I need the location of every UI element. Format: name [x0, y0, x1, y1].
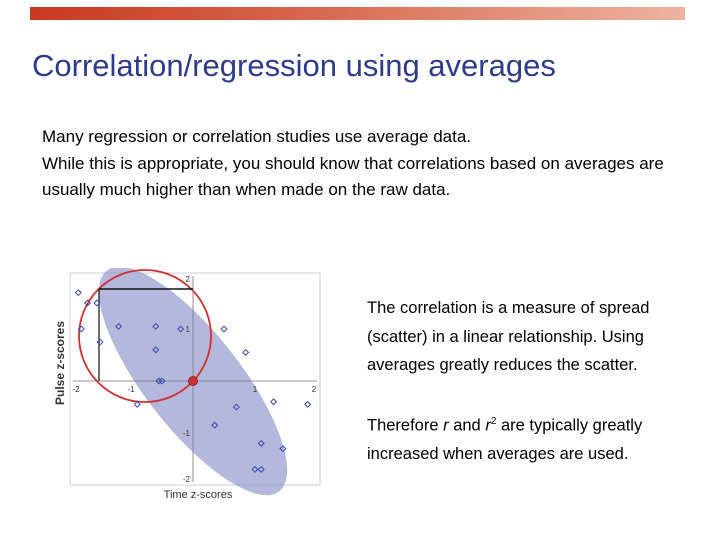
- data-point: [77, 325, 85, 333]
- data-point: [177, 325, 185, 333]
- para2-lead: Therefore: [367, 416, 444, 434]
- y-axis-label: Pulse z-scores: [55, 321, 67, 405]
- data-point: [84, 299, 92, 307]
- explanation-paragraph-1: The correlation is a measure of spread (…: [367, 299, 650, 374]
- data-point: [251, 465, 259, 473]
- data-point: [242, 348, 250, 356]
- para2-and: and: [448, 416, 486, 434]
- data-points: [74, 289, 312, 473]
- scatter-figure: -2 -1 1 2 2 1 -1 -2 Time z-scores Pulse z-score…: [55, 268, 325, 503]
- x-tick-label: 2: [312, 385, 317, 394]
- superscript-2: 2: [490, 415, 497, 427]
- data-point: [257, 465, 265, 473]
- y-tick-label: 2: [186, 275, 191, 284]
- symbol-r-squared: r: [485, 416, 491, 434]
- x-tick-label: -1: [127, 385, 135, 394]
- data-point: [115, 322, 123, 330]
- title-accent-bar: [30, 7, 685, 20]
- para2-rest: are typically greatly increased when ave…: [367, 416, 643, 463]
- x-axis-label: Time z-scores: [164, 489, 233, 501]
- y-tick-label: 1: [186, 325, 191, 334]
- slide-title: Correlation/regression using averages: [32, 48, 556, 83]
- scatter-plot: -2 -1 1 2 2 1 -1 -2 Time z-scores Pulse z-score…: [55, 268, 321, 501]
- intro-line-2: While this is appropriate, you should kn…: [42, 153, 664, 200]
- data-point: [93, 299, 101, 307]
- data-point: [152, 346, 160, 354]
- explanation-paragraph-2: Therefore r and r2 are typically greatly…: [367, 408, 697, 469]
- data-point: [152, 322, 160, 330]
- tick-labels: -2 -1 1 2 2 1 -1 -2: [72, 275, 316, 484]
- data-point: [158, 377, 166, 385]
- data-point: [304, 400, 312, 408]
- y-tick-label: -2: [183, 475, 191, 484]
- explanation-text: The correlation is a measure of spread (…: [367, 294, 697, 468]
- data-point: [270, 398, 278, 406]
- data-point: [96, 338, 104, 346]
- data-point: [232, 403, 240, 411]
- focus-circle: [78, 269, 212, 403]
- data-point: [279, 445, 287, 453]
- data-point: [211, 421, 219, 429]
- symbol-r: r: [443, 416, 449, 434]
- data-point: [74, 289, 82, 297]
- mean-point: [188, 376, 198, 386]
- y-tick-label: -1: [183, 429, 191, 438]
- data-point: [133, 400, 141, 408]
- intro-text: Many regression or correlation studies u…: [42, 124, 682, 204]
- x-tick-label: 1: [253, 385, 258, 394]
- data-point: [257, 439, 265, 447]
- x-tick-label: -2: [72, 385, 80, 394]
- data-point: [220, 325, 228, 333]
- intro-line-1: Many regression or correlation studies u…: [42, 127, 472, 146]
